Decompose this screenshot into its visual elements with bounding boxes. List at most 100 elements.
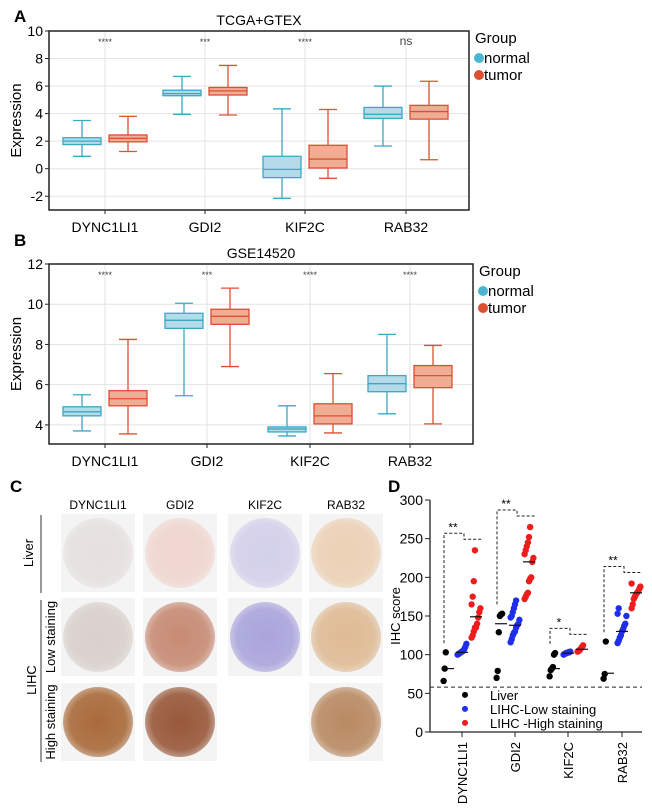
data-point-lihc-high-staining bbox=[528, 574, 535, 581]
significance-label: ** bbox=[501, 497, 511, 511]
legend-entry: LIHC -High staining bbox=[490, 716, 603, 731]
legend-marker bbox=[462, 719, 468, 726]
box-tumor bbox=[413, 364, 453, 389]
legend-entry: tumor bbox=[484, 67, 522, 84]
ihc-tissue-core bbox=[145, 687, 215, 757]
data-point-lihc-low-staining bbox=[623, 612, 630, 620]
data-point-lihc-high-staining bbox=[468, 601, 475, 608]
legend-entry: normal bbox=[488, 283, 534, 300]
data-point-liver bbox=[551, 649, 559, 657]
data-point-liver bbox=[602, 638, 609, 645]
y-tick-label: 4 bbox=[35, 417, 43, 433]
data-point-lihc-high-staining bbox=[471, 547, 479, 554]
significance-label: *** bbox=[200, 37, 211, 47]
legend-marker bbox=[478, 286, 488, 296]
data-point-liver bbox=[498, 610, 506, 617]
data-point-lihc-high-staining bbox=[579, 642, 587, 649]
data-point-lihc-low-staining bbox=[463, 640, 470, 648]
significance-label: *** bbox=[202, 270, 213, 280]
y-tick-label: 6 bbox=[35, 377, 43, 393]
panel-label-b: B bbox=[14, 231, 26, 250]
ihc-tissue-core bbox=[311, 602, 381, 672]
legend-entry: tumor bbox=[488, 300, 526, 317]
significance-bracket bbox=[549, 627, 588, 644]
chart-title: TCGA+GTEX bbox=[216, 12, 302, 28]
legend-marker bbox=[462, 705, 468, 712]
box-tumor bbox=[409, 104, 449, 120]
y-tick-label: 8 bbox=[35, 336, 43, 352]
y-tick-label: 10 bbox=[27, 23, 43, 39]
panel-label-a: A bbox=[14, 7, 26, 26]
data-point-lihc-high-staining bbox=[475, 614, 482, 621]
legend-entry: Liver bbox=[490, 688, 519, 703]
data-point-lihc-high-staining bbox=[470, 578, 477, 585]
data-point-lihc-high-staining bbox=[473, 620, 481, 627]
data-point-lihc-high-staining bbox=[637, 583, 644, 590]
box-normal bbox=[262, 155, 302, 179]
ihc-tissue-core bbox=[145, 518, 215, 588]
data-point-lihc-high-staining bbox=[525, 533, 533, 541]
y-tick-label: 4 bbox=[35, 106, 43, 122]
box-normal bbox=[162, 89, 202, 97]
significance-label: **** bbox=[98, 270, 113, 280]
data-point-lihc-low-staining bbox=[614, 610, 621, 617]
y-axis-label: Expression bbox=[8, 317, 25, 391]
x-tick-label: KIF2C bbox=[561, 742, 576, 779]
significance-label: **** bbox=[98, 37, 113, 47]
plot-frame bbox=[48, 30, 470, 211]
ihc-tissue-core bbox=[230, 518, 300, 588]
ihc-column-label: DYNC1LI1 bbox=[69, 498, 127, 512]
data-point-lihc-low-staining bbox=[512, 597, 520, 604]
panel-label-c: C bbox=[10, 477, 22, 496]
ihc-column-label: KIF2C bbox=[248, 498, 282, 512]
data-point-liver bbox=[549, 663, 557, 671]
legend-marker bbox=[474, 53, 484, 63]
x-tick-label: KIF2C bbox=[285, 219, 325, 235]
legend-marker bbox=[462, 691, 468, 698]
data-point-liver bbox=[442, 649, 449, 656]
y-tick-label: 8 bbox=[35, 51, 43, 67]
legend-entry: LIHC-Low staining bbox=[490, 702, 596, 717]
box-tumor bbox=[313, 403, 353, 425]
y-tick-label: -2 bbox=[31, 188, 44, 204]
y-tick-label: 2 bbox=[35, 133, 43, 149]
data-point-lihc-high-staining bbox=[629, 601, 636, 608]
significance-label: ns bbox=[400, 34, 413, 48]
data-point-lihc-low-staining bbox=[622, 620, 629, 627]
row-label-high: High staining bbox=[43, 684, 58, 759]
box-normal bbox=[363, 106, 403, 120]
data-point-lihc-high-staining bbox=[524, 539, 532, 546]
x-tick-label: DYNC1LI1 bbox=[72, 453, 139, 469]
significance-label: **** bbox=[403, 270, 418, 280]
x-tick-label: GDI2 bbox=[189, 219, 222, 235]
data-point-liver bbox=[440, 677, 447, 685]
y-tick-label: 10 bbox=[27, 296, 43, 312]
data-point-liver bbox=[601, 670, 608, 678]
ihc-tissue-core bbox=[145, 602, 215, 672]
y-tick-label: 300 bbox=[400, 492, 424, 508]
data-point-lihc-high-staining bbox=[628, 580, 635, 587]
y-tick-label: 0 bbox=[415, 724, 423, 740]
y-tick-label: 200 bbox=[400, 569, 424, 585]
y-tick-label: 50 bbox=[407, 685, 423, 701]
plot-area bbox=[49, 31, 469, 210]
ihc-tissue-core bbox=[63, 518, 133, 588]
significance-label: **** bbox=[303, 270, 318, 280]
data-point-lihc-high-staining bbox=[530, 554, 537, 562]
y-axis-label: IHC score bbox=[388, 587, 403, 645]
data-point-lihc-high-staining bbox=[524, 589, 532, 596]
significance-bracket bbox=[443, 532, 482, 644]
x-tick-label: GDI2 bbox=[508, 742, 523, 772]
legend-marker bbox=[478, 303, 488, 313]
ihc-tissue-core bbox=[63, 687, 133, 757]
x-tick-label: DYNC1LI1 bbox=[455, 742, 470, 804]
data-point-lihc-high-staining bbox=[469, 593, 476, 600]
data-point-lihc-low-staining bbox=[615, 605, 622, 612]
significance-label: * bbox=[557, 615, 562, 629]
data-point-lihc-high-staining bbox=[477, 605, 484, 612]
y-tick-label: 250 bbox=[400, 531, 424, 547]
row-label-liver: Liver bbox=[21, 538, 36, 567]
data-point-lihc-low-staining bbox=[567, 648, 574, 655]
ihc-tissue-core bbox=[230, 602, 300, 672]
group-label-lihc: LIHC bbox=[24, 665, 39, 695]
